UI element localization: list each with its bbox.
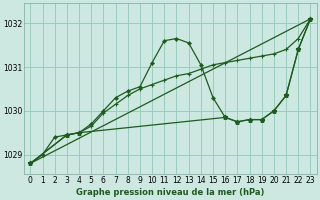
X-axis label: Graphe pression niveau de la mer (hPa): Graphe pression niveau de la mer (hPa) [76, 188, 265, 197]
